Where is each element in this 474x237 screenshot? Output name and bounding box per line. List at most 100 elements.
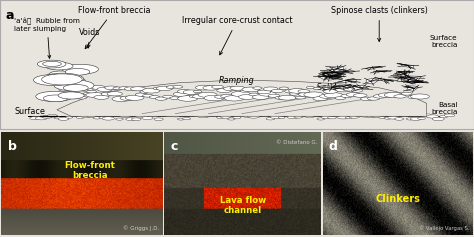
Circle shape <box>91 86 105 89</box>
Circle shape <box>119 87 130 90</box>
Circle shape <box>49 71 72 77</box>
Circle shape <box>105 86 118 90</box>
Polygon shape <box>318 75 336 80</box>
Polygon shape <box>400 76 421 81</box>
Circle shape <box>242 87 259 92</box>
Circle shape <box>86 92 104 97</box>
Circle shape <box>270 115 282 118</box>
Circle shape <box>160 114 169 116</box>
Circle shape <box>65 68 90 75</box>
Circle shape <box>113 87 123 90</box>
Text: Irregular core-crust contact: Irregular core-crust contact <box>182 16 292 55</box>
Circle shape <box>187 113 197 116</box>
Polygon shape <box>337 79 356 82</box>
Circle shape <box>153 87 163 90</box>
Circle shape <box>394 118 404 120</box>
Polygon shape <box>401 80 415 83</box>
Circle shape <box>257 90 271 94</box>
Circle shape <box>59 88 71 91</box>
Circle shape <box>418 117 425 119</box>
Circle shape <box>94 95 109 99</box>
Circle shape <box>406 118 414 120</box>
Circle shape <box>67 93 83 97</box>
Circle shape <box>289 93 299 95</box>
Circle shape <box>240 90 248 92</box>
Circle shape <box>233 116 241 118</box>
Circle shape <box>143 94 153 97</box>
Circle shape <box>266 118 275 120</box>
Circle shape <box>43 95 68 102</box>
Circle shape <box>99 117 106 119</box>
Circle shape <box>319 86 328 88</box>
Circle shape <box>331 86 343 89</box>
Circle shape <box>135 93 147 96</box>
Circle shape <box>328 117 337 119</box>
Circle shape <box>268 94 280 97</box>
Text: © Distefano G.: © Distefano G. <box>276 140 318 145</box>
Circle shape <box>142 117 153 119</box>
Text: Flow-front
breccia: Flow-front breccia <box>64 161 116 180</box>
Circle shape <box>35 117 47 120</box>
Circle shape <box>294 116 303 118</box>
Circle shape <box>313 87 321 90</box>
Circle shape <box>410 117 421 120</box>
Circle shape <box>220 115 231 118</box>
Circle shape <box>354 114 366 117</box>
Circle shape <box>42 116 52 118</box>
Circle shape <box>371 114 383 117</box>
Circle shape <box>307 87 314 89</box>
Circle shape <box>173 86 183 88</box>
Circle shape <box>131 118 141 121</box>
Circle shape <box>367 97 380 100</box>
Circle shape <box>284 90 297 93</box>
Circle shape <box>278 95 296 100</box>
Polygon shape <box>329 66 343 71</box>
Circle shape <box>401 92 412 95</box>
Circle shape <box>354 94 367 97</box>
Circle shape <box>59 77 77 82</box>
Circle shape <box>30 117 41 120</box>
Circle shape <box>81 115 91 118</box>
Circle shape <box>379 117 386 118</box>
Text: © Griggs J.D.: © Griggs J.D. <box>123 225 159 231</box>
Circle shape <box>54 117 62 119</box>
Circle shape <box>278 117 285 118</box>
Circle shape <box>125 95 144 100</box>
Polygon shape <box>401 64 414 68</box>
Circle shape <box>287 115 299 118</box>
Circle shape <box>37 60 66 68</box>
Circle shape <box>198 115 209 118</box>
Polygon shape <box>332 85 351 89</box>
Circle shape <box>177 90 191 93</box>
Circle shape <box>116 118 123 120</box>
Polygon shape <box>326 70 343 75</box>
Polygon shape <box>365 67 381 69</box>
Circle shape <box>166 86 176 88</box>
Polygon shape <box>338 70 355 73</box>
Circle shape <box>107 92 122 96</box>
Polygon shape <box>365 78 378 84</box>
Text: Surface: Surface <box>14 107 45 116</box>
Polygon shape <box>57 80 427 116</box>
Circle shape <box>230 86 245 90</box>
Circle shape <box>76 116 84 118</box>
Circle shape <box>193 114 203 117</box>
Circle shape <box>120 96 136 100</box>
Circle shape <box>319 94 335 98</box>
Circle shape <box>298 90 310 93</box>
Circle shape <box>360 97 374 101</box>
Circle shape <box>195 85 213 90</box>
Circle shape <box>54 80 74 86</box>
Circle shape <box>401 114 409 117</box>
Circle shape <box>47 114 57 117</box>
Circle shape <box>305 115 314 118</box>
Circle shape <box>249 93 259 96</box>
Text: c: c <box>171 140 178 153</box>
Circle shape <box>253 87 262 89</box>
Circle shape <box>198 92 217 97</box>
Circle shape <box>170 97 179 99</box>
Circle shape <box>171 114 180 117</box>
Circle shape <box>163 95 173 98</box>
Circle shape <box>444 114 455 117</box>
Text: Solid core: Solid core <box>317 83 356 92</box>
